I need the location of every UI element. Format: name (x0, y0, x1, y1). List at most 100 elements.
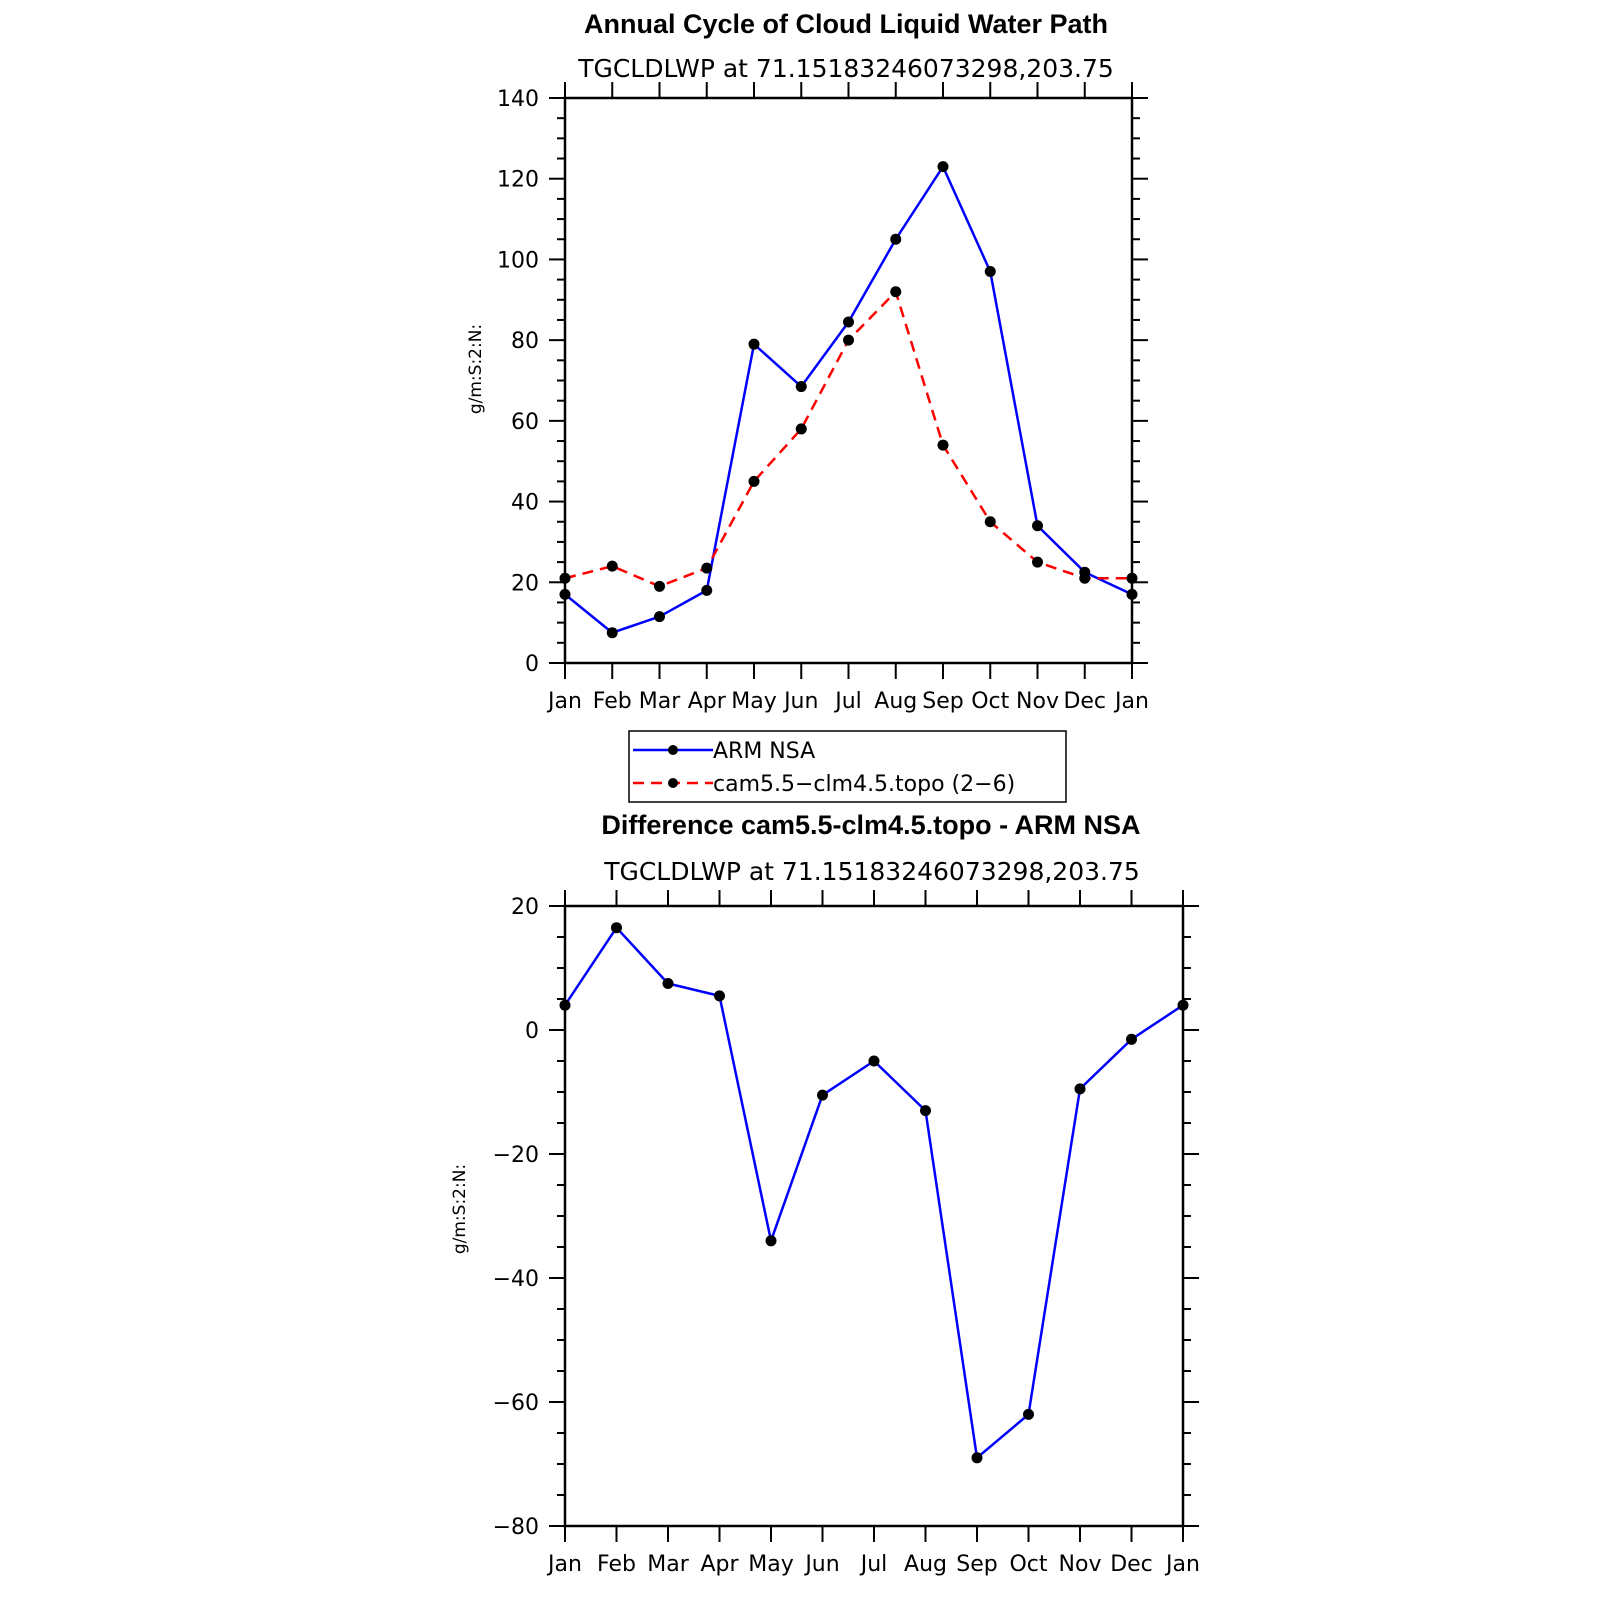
top-series-1-point (701, 562, 713, 574)
bottom-x-tick-label: Jul (859, 1552, 888, 1577)
bottom-x-tick-label: Oct (1009, 1552, 1047, 1577)
bottom-x-tick-label: Sep (956, 1552, 997, 1577)
top-y-tick-label: 80 (511, 329, 539, 354)
bottom-x-tick-label: Apr (700, 1552, 739, 1577)
bottom-series-0-point (971, 1452, 983, 1464)
bottom-series-0-point (662, 978, 674, 989)
top-y-tick-label: 140 (497, 87, 539, 112)
bottom-y-tick-label: −20 (493, 1143, 539, 1168)
bottom-x-tick-labels: Jan Feb Mar Apr May Jun Jul Aug Sep Oct Nov Dec Jan (546, 1552, 1200, 1577)
legend-box (628, 730, 1067, 803)
top-series-0-point (937, 161, 949, 173)
top-series-1-point (748, 475, 760, 487)
top-plot-frame (563, 96, 1134, 665)
top-y-tick-label: 100 (497, 248, 539, 273)
top-axis-ticks (549, 82, 1148, 679)
bottom-y-tick-label: −80 (493, 1515, 539, 1540)
top-x-tick-label: Apr (688, 689, 727, 714)
legend-label-arm-nsa: ARM NSA (713, 739, 815, 764)
top-series-0-point (606, 627, 618, 639)
top-y-tick-label: 0 (525, 652, 539, 677)
top-series-0-point (701, 584, 713, 596)
bottom-x-tick-label: Jun (803, 1552, 839, 1577)
bottom-chart-title: Difference cam5.5-clm4.5.topo - ARM NSA (601, 810, 1140, 840)
bottom-series-line-0 (563, 926, 1184, 1460)
bottom-series-0-point (1074, 1083, 1086, 1095)
bottom-plot-frame (563, 904, 1185, 1528)
top-x-tick-label: Dec (1063, 689, 1106, 714)
bottom-x-tick-label: Jan (546, 1552, 582, 1577)
bottom-y-tick-label: 20 (511, 895, 539, 920)
top-series-1-point (843, 334, 854, 346)
top-x-tick-label: Feb (593, 689, 632, 714)
bottom-x-tick-label: May (748, 1552, 793, 1577)
top-legend: ARM NSA cam5.5−clm4.5.topo (2−6) (628, 730, 1067, 803)
bottom-series-0-point (611, 922, 622, 934)
top-series (559, 161, 1138, 639)
bottom-series-0-point (868, 1055, 880, 1067)
bottom-series-0-point (714, 990, 725, 1002)
bottom-x-tick-label: Feb (597, 1552, 636, 1577)
top-y-tick-label: 40 (511, 491, 539, 516)
top-panel: Annual Cycle of Cloud Liquid Water Path … (466, 9, 1149, 803)
top-series-0-point (654, 611, 665, 623)
bottom-series-0-point (920, 1105, 931, 1117)
bottom-x-tick-label: Dec (1110, 1552, 1153, 1577)
top-series-1-point (937, 439, 949, 451)
bottom-series-0-point (765, 1235, 777, 1247)
top-y-tick-labels: 0 20 40 60 80 100 120 140 (497, 87, 539, 677)
bottom-y-tick-label: −60 (493, 1391, 539, 1416)
top-series-0-point (890, 233, 902, 245)
top-series-1-point (654, 580, 665, 592)
top-series-1-point (1079, 572, 1091, 584)
top-series-line-0 (564, 165, 1133, 634)
bottom-x-tick-label: Aug (904, 1552, 947, 1577)
legend-entry-cam55: cam5.5−clm4.5.topo (2−6) (633, 772, 1015, 797)
bottom-series-0-point (1126, 1033, 1137, 1045)
legend-entry-arm-nsa: ARM NSA (633, 739, 815, 764)
bottom-x-tick-label: Mar (647, 1552, 689, 1577)
top-series-0-point (1032, 520, 1043, 532)
bottom-series-0-point (817, 1089, 828, 1101)
top-x-tick-label: Sep (922, 689, 963, 714)
bottom-axis-ticks (549, 890, 1199, 1542)
top-chart-title: Annual Cycle of Cloud Liquid Water Path (584, 9, 1108, 39)
top-series-0-point (843, 316, 854, 328)
top-series-1-point (606, 560, 618, 572)
bottom-panel: Difference cam5.5-clm4.5.topo - ARM NSA … (450, 810, 1200, 1577)
top-x-tick-label: Mar (639, 689, 681, 714)
top-x-tick-label: Oct (971, 689, 1009, 714)
bottom-series (559, 922, 1189, 1464)
top-x-tick-label: Jul (833, 689, 862, 714)
bottom-series-0-point (1023, 1408, 1034, 1420)
top-series-0-point (795, 381, 807, 393)
top-series-0-point (984, 266, 996, 278)
bottom-y-axis-label: g/m:S:2:N: (450, 1164, 470, 1254)
top-chart-subtitle: TGCLDLWP at 71.15183246073298,203.75 (577, 54, 1114, 83)
top-x-tick-labels: Jan Feb Mar Apr May Jun Jul Aug Sep Oct Nov Dec Jan (546, 689, 1149, 714)
bottom-chart-subtitle: TGCLDLWP at 71.15183246073298,203.75 (603, 857, 1140, 886)
top-y-axis-label: g/m:S:2:N: (466, 324, 486, 414)
bottom-y-tick-labels: −80 −60 −40 −20 0 20 (493, 895, 539, 1540)
top-y-tick-label: 20 (511, 571, 539, 596)
bottom-y-tick-label: 0 (525, 1019, 539, 1044)
top-x-tick-label: Jan (1113, 689, 1149, 714)
bottom-y-tick-label: −40 (493, 1267, 539, 1292)
bottom-x-tick-label: Nov (1059, 1552, 1102, 1577)
top-series-0-point (748, 338, 760, 350)
top-x-tick-label: Jan (546, 689, 582, 714)
legend-label-cam55: cam5.5−clm4.5.topo (2−6) (713, 772, 1015, 797)
top-series-1-point (795, 423, 807, 435)
top-series-1-point (890, 286, 902, 298)
top-x-tick-label: Nov (1016, 689, 1059, 714)
legend-marker-cam55 (668, 778, 678, 788)
bottom-x-tick-label: Jan (1164, 1552, 1200, 1577)
top-series-1-point (1032, 556, 1043, 568)
top-y-tick-label: 120 (497, 168, 539, 193)
top-series-1-point (984, 516, 996, 528)
top-x-tick-label: Jun (782, 689, 818, 714)
top-x-tick-label: Aug (874, 689, 917, 714)
top-y-tick-label: 60 (511, 410, 539, 435)
legend-marker-arm-nsa (668, 745, 678, 755)
